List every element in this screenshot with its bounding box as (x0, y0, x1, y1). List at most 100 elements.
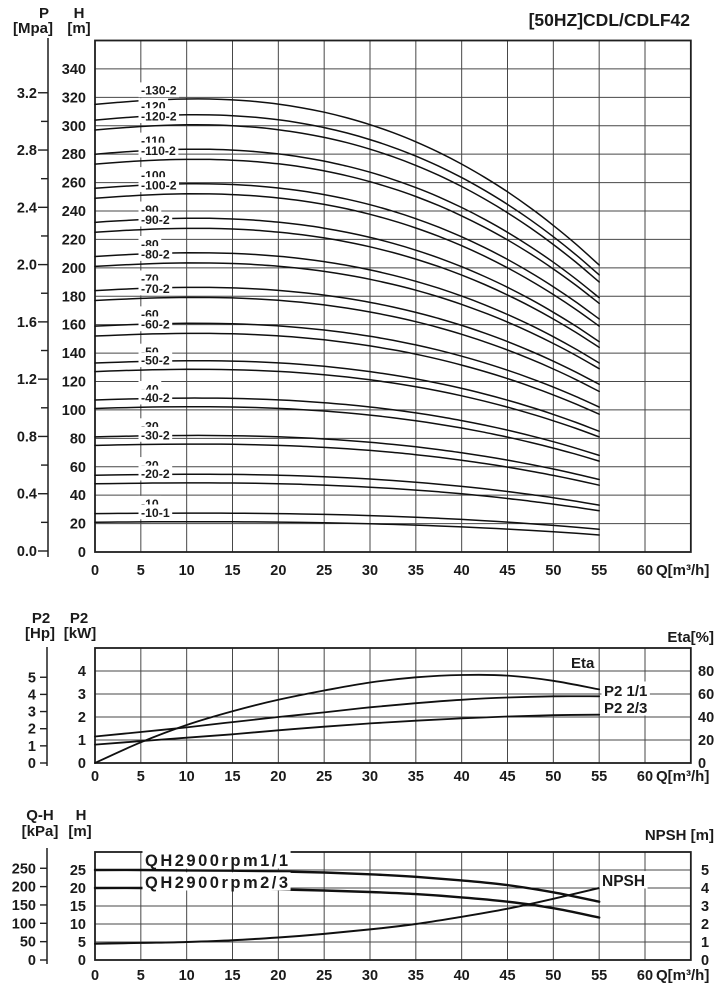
svg-text:5: 5 (137, 968, 145, 984)
power-efficiency-chart: 0 5 10 15 20 25 30 35 40 45 50 55 60 Q[m³/h] (91, 647, 709, 785)
svg-text:1: 1 (28, 739, 36, 755)
svg-text:4: 4 (701, 881, 709, 897)
top-axis-name-p: P (38, 5, 49, 22)
power-efficiency-curve-labels: Eta P2 1/1P2 2/3 (568, 653, 650, 717)
svg-text:1.2: 1.2 (17, 372, 37, 388)
svg-text:40: 40 (70, 488, 86, 504)
svg-text:5: 5 (28, 670, 36, 686)
svg-text:10: 10 (179, 968, 195, 984)
svg-text:QH2900rpm2/3: QH2900rpm2/3 (145, 874, 291, 892)
svg-text:50: 50 (20, 935, 36, 951)
bot-axis-name-h: H (75, 807, 87, 824)
svg-text:180: 180 (62, 289, 86, 305)
svg-text:30: 30 (362, 968, 378, 984)
svg-text:35: 35 (408, 968, 424, 984)
svg-text:20: 20 (270, 563, 286, 579)
bot-axis-name-qh: Q-H (26, 807, 54, 824)
svg-text:Eta: Eta (571, 655, 595, 672)
svg-text:20: 20 (270, 968, 286, 984)
npsh-tick-labels: 0 1 2 3 4 5 (701, 863, 709, 969)
top-axis-unit-m: [m] (67, 20, 91, 37)
svg-text:-30-2: -30-2 (141, 428, 170, 442)
svg-text:0.4: 0.4 (17, 487, 37, 503)
svg-text:4: 4 (78, 664, 86, 680)
svg-text:60: 60 (637, 769, 653, 785)
svg-text:-100-2: -100-2 (141, 178, 177, 192)
svg-text:2: 2 (28, 722, 36, 738)
svg-text:15: 15 (70, 899, 86, 915)
svg-text:20: 20 (270, 769, 286, 785)
svg-text:320: 320 (62, 90, 86, 106)
svg-text:80: 80 (698, 664, 714, 680)
svg-text:5: 5 (701, 863, 709, 879)
svg-text:-60-2: -60-2 (141, 318, 170, 332)
stage-curves (94, 98, 600, 536)
svg-text:-80-2: -80-2 (141, 247, 170, 261)
bot-axis-unit-kpa: [kPa] (21, 823, 59, 840)
svg-text:1: 1 (701, 935, 709, 951)
svg-text:1.6: 1.6 (17, 315, 37, 331)
svg-text:80: 80 (70, 431, 86, 447)
svg-text:100: 100 (12, 916, 36, 932)
svg-text:-120-2: -120-2 (141, 110, 177, 124)
svg-text:2.4: 2.4 (17, 200, 37, 216)
svg-text:0.8: 0.8 (17, 429, 37, 445)
svg-text:15: 15 (224, 563, 240, 579)
h-m-tick-labels-bottom: 0 5 10 15 20 25 (70, 863, 86, 969)
svg-text:300: 300 (62, 119, 86, 135)
svg-text:0: 0 (78, 756, 86, 772)
svg-text:60: 60 (70, 460, 86, 476)
svg-text:0: 0 (78, 545, 86, 561)
svg-text:25: 25 (70, 863, 86, 879)
svg-text:0: 0 (701, 953, 709, 969)
svg-text:1: 1 (78, 733, 86, 749)
svg-text:0: 0 (28, 756, 36, 772)
svg-text:10: 10 (70, 917, 86, 933)
mid-axis-name-p2hp: P2 (31, 610, 51, 627)
svg-text:2.8: 2.8 (17, 143, 37, 159)
svg-text:160: 160 (62, 318, 86, 334)
svg-text:55: 55 (591, 563, 607, 579)
svg-text:50: 50 (545, 769, 561, 785)
svg-text:0.0: 0.0 (17, 544, 37, 560)
svg-text:15: 15 (224, 968, 240, 984)
svg-text:60: 60 (637, 563, 653, 579)
svg-text:45: 45 (499, 769, 515, 785)
svg-text:100: 100 (62, 403, 86, 419)
svg-text:-40-2: -40-2 (141, 391, 170, 405)
svg-text:-110-2: -110-2 (141, 144, 176, 158)
svg-text:280: 280 (62, 147, 86, 163)
svg-text:25: 25 (316, 968, 332, 984)
svg-text:250: 250 (12, 861, 36, 877)
svg-text:-10-1: -10-1 (141, 506, 170, 520)
svg-text:3: 3 (28, 705, 36, 721)
svg-text:-20-2: -20-2 (141, 467, 170, 481)
bot-axis-name-npsh: NPSH [m] (644, 827, 714, 844)
svg-text:40: 40 (454, 769, 470, 785)
svg-text:P2 2/3: P2 2/3 (604, 700, 647, 717)
svg-text:60: 60 (637, 968, 653, 984)
svg-text:200: 200 (62, 261, 86, 277)
svg-text:220: 220 (62, 232, 86, 248)
svg-text:2: 2 (701, 917, 709, 933)
svg-text:NPSH: NPSH (602, 873, 645, 890)
svg-text:25: 25 (316, 769, 332, 785)
stage-curve-labels: -130-2-120-120-2-110-110-2-100-100-2-90-… (138, 82, 180, 520)
svg-text:0: 0 (698, 756, 706, 772)
svg-text:0: 0 (91, 769, 99, 785)
svg-text:40: 40 (454, 563, 470, 579)
svg-text:120: 120 (62, 375, 86, 391)
svg-text:5: 5 (137, 563, 145, 579)
qh-npsh-curve-labels: QH2900rpm1/1 QH2900rpm2/3 NPSH (142, 850, 648, 892)
p2-kw-tick-labels: 0 1 2 3 4 (78, 664, 86, 772)
svg-text:5: 5 (137, 769, 145, 785)
svg-text:20: 20 (70, 881, 86, 897)
svg-text:-130-2: -130-2 (141, 84, 177, 98)
svg-text:3: 3 (701, 899, 709, 915)
svg-text:20: 20 (70, 517, 86, 533)
svg-text:0: 0 (28, 953, 36, 969)
svg-text:3: 3 (78, 687, 86, 703)
svg-text:35: 35 (408, 769, 424, 785)
